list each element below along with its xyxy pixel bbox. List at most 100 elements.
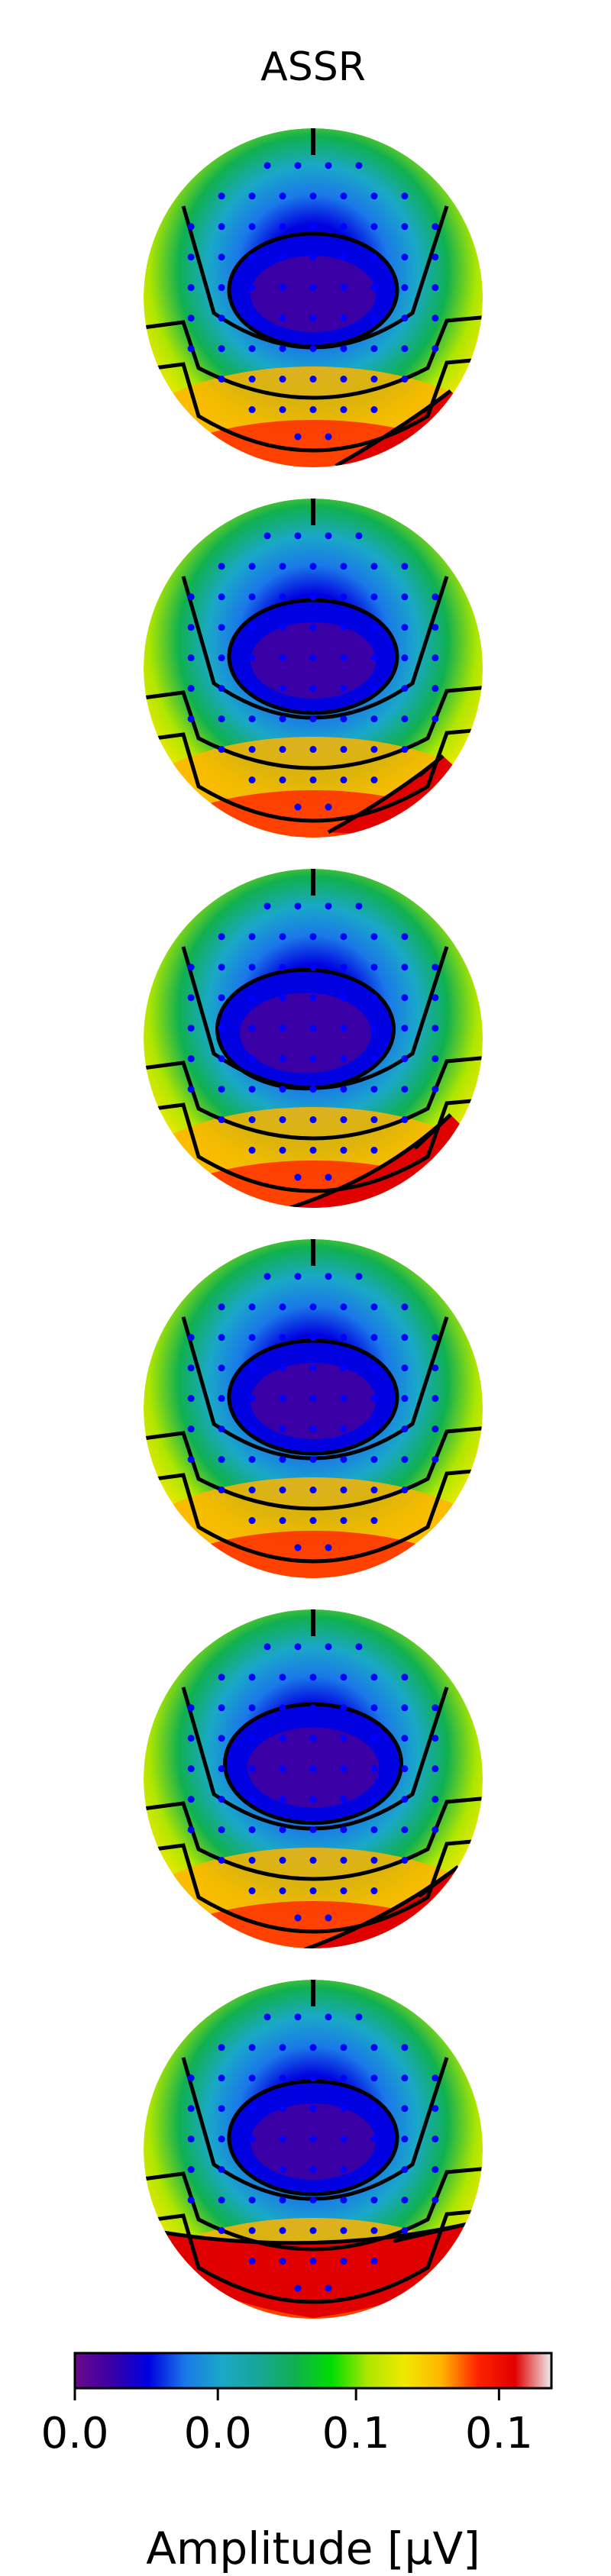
sensor-dot	[340, 1334, 348, 1341]
sensor-dot	[248, 624, 256, 631]
sensor-dot	[279, 1826, 286, 1834]
sensor-dot	[370, 563, 378, 570]
sensor-dot	[218, 746, 225, 754]
sensor-dot	[401, 1456, 409, 1464]
sensor-dot	[187, 253, 195, 261]
sensor-dot	[432, 1025, 439, 1032]
sensor-dot	[279, 1796, 286, 1803]
sensor-dot	[218, 2166, 225, 2174]
sensor-dot	[279, 2074, 286, 2082]
sensor-dot	[370, 654, 378, 662]
sensor-dot	[401, 2044, 409, 2051]
sensor-dot	[309, 1517, 317, 1525]
sensor-dot	[187, 1826, 195, 1834]
sensor-dot	[187, 1055, 195, 1063]
sensor-dot	[370, 994, 378, 1002]
sensor-dot	[340, 284, 348, 292]
sensor-dot	[325, 433, 332, 441]
sensor-dot	[218, 2227, 225, 2235]
sensor-dot	[355, 2013, 363, 2021]
sensor-dot	[340, 776, 348, 784]
sensor-dot	[340, 2258, 348, 2265]
sensor-dot	[401, 933, 409, 941]
sensor-dot	[309, 2258, 317, 2265]
sensor-dot	[325, 162, 332, 169]
sensor-dot	[401, 1055, 409, 1063]
sensor-dot	[279, 1334, 286, 1341]
sensor-dot	[279, 376, 286, 383]
sensor-dot	[401, 223, 409, 231]
sensor-dot	[218, 1395, 225, 1403]
sensor-dot	[248, 376, 256, 383]
sensor-dot	[325, 902, 332, 910]
sensor-dot	[340, 1086, 348, 1093]
sensor-dot	[325, 2013, 332, 2021]
sensor-dot	[340, 2105, 348, 2113]
sensor-dot	[187, 1456, 195, 1464]
sensor-dot	[248, 1857, 256, 1864]
sensor-dot	[370, 964, 378, 971]
sensor-dot	[432, 2135, 439, 2143]
sensor-dot	[340, 1487, 348, 1494]
sensor-dot	[325, 1544, 332, 1551]
sensor-dot	[294, 1643, 302, 1651]
sensor-dot	[248, 1303, 256, 1311]
sensor-dot	[370, 315, 378, 322]
sensor-dot	[279, 563, 286, 570]
sensor-dot	[279, 2227, 286, 2235]
sensor-dot	[279, 1425, 286, 1433]
sensor-dot	[248, 715, 256, 723]
contour-lines	[144, 1687, 483, 1948]
sensor-dot	[355, 1273, 363, 1280]
sensor-dot	[401, 2197, 409, 2204]
sensor-dot	[187, 2166, 195, 2174]
sensor-dot	[340, 2044, 348, 2051]
sensor-dot	[279, 1395, 286, 1403]
sensor-dot	[340, 1704, 348, 1712]
sensor-dot	[432, 223, 439, 231]
sensor-dot	[279, 1735, 286, 1742]
sensor-dot	[370, 345, 378, 353]
sensor-dot	[248, 345, 256, 353]
sensor-dot	[248, 2197, 256, 2204]
sensor-dot	[248, 2166, 256, 2174]
sensor-dot	[248, 1456, 256, 1464]
sensor-dot	[309, 2074, 317, 2082]
sensor-dot	[279, 2105, 286, 2113]
sensor-dot	[370, 1796, 378, 1803]
sensor-dot	[263, 162, 271, 169]
sensor-dot	[401, 2166, 409, 2174]
sensor-dot	[370, 1055, 378, 1063]
sensor-dot	[218, 1765, 225, 1773]
sensor-dot	[340, 593, 348, 601]
sensor-dot	[248, 1826, 256, 1834]
sensor-dot	[248, 994, 256, 1002]
sensor-dot	[340, 345, 348, 353]
sensor-dot	[432, 1456, 439, 1464]
sensor-dot	[432, 2197, 439, 2204]
sensor-dot	[370, 192, 378, 200]
sensor-dot	[294, 2284, 302, 2292]
sensor-dot	[187, 2074, 195, 2082]
sensor-dot	[218, 192, 225, 200]
sensor-dot	[309, 2227, 317, 2235]
sensor-dot	[309, 654, 317, 662]
sensor-dot	[401, 1364, 409, 1372]
sensor-dot	[325, 532, 332, 540]
sensor-dot	[370, 2197, 378, 2204]
sensor-dot	[401, 192, 409, 200]
colorbar-tick-label: 0.1	[322, 2409, 390, 2458]
sensor-dot	[187, 1765, 195, 1773]
sensor-dot	[218, 1857, 225, 1864]
sensor-dot	[370, 1517, 378, 1525]
sensor-dot	[248, 1674, 256, 1681]
sensor-dot	[279, 1303, 286, 1311]
sensor-dot	[279, 1086, 286, 1093]
sensor-dot	[248, 1887, 256, 1895]
sensor-dot	[355, 532, 363, 540]
sensor-dot	[370, 1735, 378, 1742]
sensor-dot	[401, 1765, 409, 1773]
sensor-dot	[432, 1086, 439, 1093]
sensor-dot	[401, 1334, 409, 1341]
